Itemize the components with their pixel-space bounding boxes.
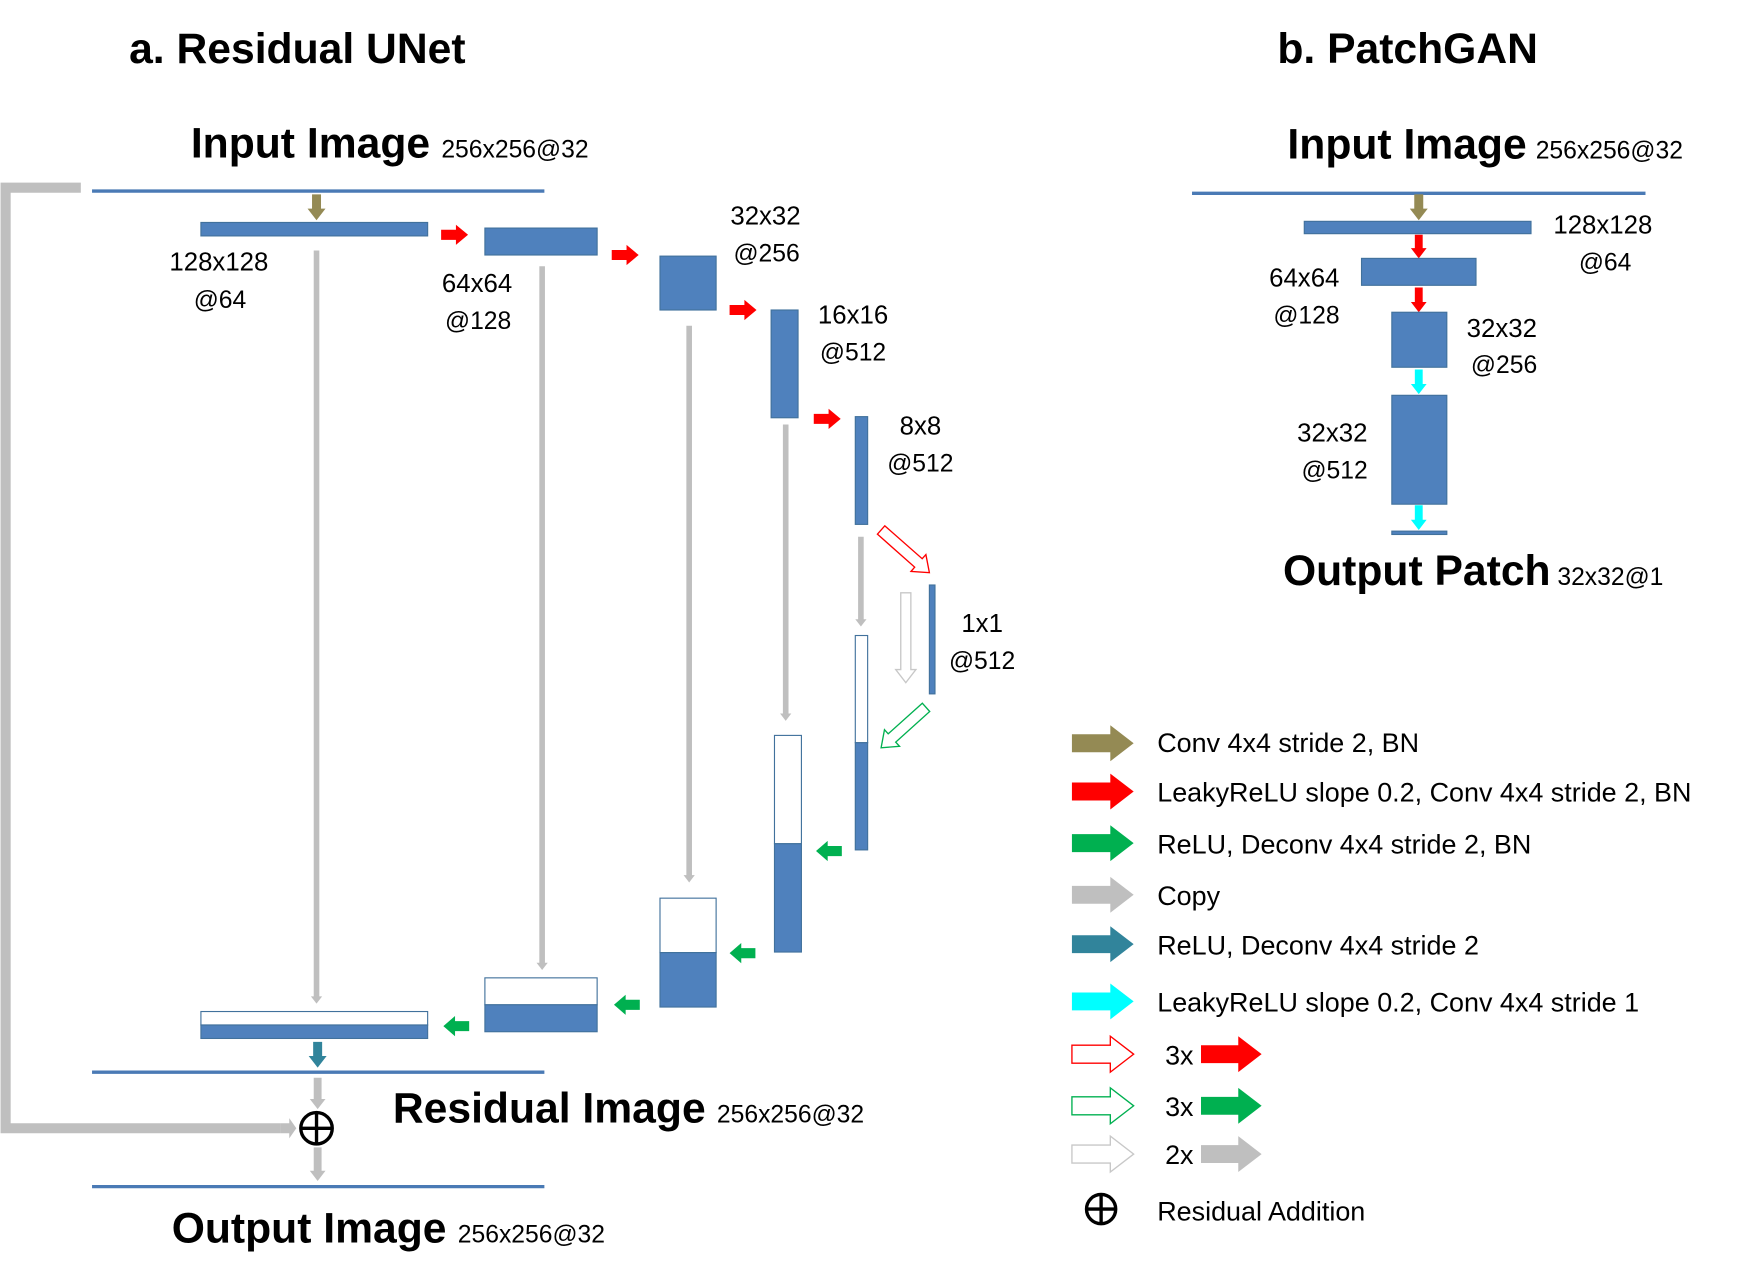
legend-label: 3x (1165, 1092, 1194, 1122)
repeat-copy-outline-arrow (894, 592, 918, 684)
enc2-channels: @128 (445, 308, 511, 335)
enc3-block (659, 255, 717, 311)
leaky-conv-arrow (441, 224, 469, 245)
leaky-conv-stride1-arrow (1410, 369, 1427, 395)
dec5-block-deconv-half (854, 742, 869, 851)
pg4-block (1391, 394, 1448, 505)
copy-arrow (536, 266, 548, 970)
enc6-channels: @512 (949, 648, 1015, 675)
dec4-block-deconv-half (773, 843, 802, 953)
enc4-block (770, 309, 799, 419)
legend-arrow-2 (1071, 825, 1134, 862)
legend-label: Residual Addition (1157, 1196, 1365, 1226)
leaky-conv-arrow (729, 299, 757, 321)
legend-label: Copy (1157, 881, 1220, 911)
copy-arrow (780, 424, 792, 721)
deconv-arrow (729, 943, 756, 964)
legend-filled-arrow-0 (1201, 1036, 1262, 1073)
legend-label: LeakyReLU slope 0.2, Conv 4x4 stride 1 (1157, 988, 1639, 1018)
enc2-block (484, 227, 598, 256)
legend-label: LeakyReLU slope 0.2, Conv 4x4 stride 2, … (1157, 778, 1691, 808)
legend-label: ReLU, Deconv 4x4 stride 2 (1157, 930, 1479, 960)
pg2-block (1360, 257, 1477, 286)
enc5-size: 8x8 (900, 413, 942, 441)
unet-title: a. Residual UNet (129, 25, 465, 73)
dec3-block-copy-half (659, 897, 717, 954)
legend-arrow-3 (1071, 876, 1134, 913)
final-deconv-arrow (308, 1041, 327, 1068)
copy-arrow (310, 250, 323, 1004)
legend-filled-arrow-1 (1201, 1087, 1262, 1124)
legend-label: 3x (1165, 1040, 1194, 1070)
copy-arrow (683, 325, 695, 883)
pg1-channels: @64 (1579, 250, 1632, 277)
legend-arrow-1 (1071, 773, 1134, 810)
patchgan-title: b. PatchGAN (1277, 25, 1538, 73)
enc3-size: 32x32 (730, 203, 800, 231)
enc1-channels: @64 (194, 287, 247, 314)
legend-filled-arrow-2 (1201, 1136, 1262, 1173)
legend-label: 2x (1165, 1140, 1194, 1170)
legend-label: ReLU, Deconv 4x4 stride 2, BN (1157, 829, 1531, 859)
legend-arrow-5 (1071, 983, 1134, 1020)
pg2-size: 64x64 (1269, 264, 1339, 292)
dec2-block-deconv-half (484, 1004, 598, 1033)
unet-output-heading: Output Image 256x256@32 (172, 1205, 605, 1253)
legend: Conv 4x4 stride 2, BN LeakyReLU slope 0.… (1157, 728, 1691, 1226)
dec1-block-copy-half (200, 1010, 429, 1026)
copy-arrow (309, 1077, 326, 1110)
conv-arrow (1409, 194, 1428, 221)
deconv-arrow (613, 994, 640, 1015)
residual-skip-arrowhead (280, 1118, 297, 1139)
residual-skip-path (0, 182, 281, 1134)
legend-outline-arrow-2 (1071, 1134, 1135, 1174)
legend-outline-arrow-1 (1071, 1086, 1135, 1126)
pg-output-block (1391, 530, 1448, 536)
dec2-block-copy-half (484, 977, 598, 1006)
enc6-size: 1x1 (961, 610, 1003, 638)
repeat-deconv-outline-arrow (880, 702, 931, 749)
leaky-conv-arrow (611, 244, 639, 266)
legend-label: Conv 4x4 stride 2, BN (1157, 728, 1419, 758)
conv-arrow (307, 194, 326, 221)
deconv-arrow (816, 840, 842, 862)
pg2-channels: @128 (1273, 302, 1339, 329)
enc2-size: 64x64 (442, 270, 512, 298)
copy-arrow (855, 536, 867, 627)
unet-residual-heading: Residual Image 256x256@32 (393, 1085, 864, 1133)
pg3-size: 32x32 (1467, 315, 1537, 343)
deconv-arrow (443, 1016, 470, 1037)
patchgan-output-heading: Output Patch 32x32@1 (1283, 547, 1663, 595)
repeat-leaky-conv-outline-arrow (876, 524, 931, 574)
legend-arrow-4 (1071, 926, 1134, 963)
leaky-conv-arrow (1410, 234, 1427, 259)
pg3-channels: @256 (1471, 352, 1537, 379)
dec4-block-copy-half (773, 734, 802, 845)
pg4-size: 32x32 (1297, 419, 1367, 447)
pg1-size: 128x128 (1553, 212, 1652, 240)
enc4-size: 16x16 (818, 301, 888, 329)
enc5-channels: @512 (887, 451, 953, 478)
copy-arrow (309, 1147, 326, 1182)
enc1-size: 128x128 (169, 249, 268, 277)
dec3-block-deconv-half (659, 952, 717, 1008)
leaky-conv-arrow (813, 408, 841, 429)
dec1-block-deconv-half (200, 1024, 429, 1040)
dec5-block-copy-half (854, 634, 869, 744)
enc5-block (854, 416, 869, 525)
legend-arrow-0 (1071, 725, 1134, 762)
leaky-conv-arrow (1410, 287, 1427, 313)
enc6-block (928, 584, 936, 695)
enc3-channels: @256 (733, 241, 799, 268)
enc4-channels: @512 (820, 340, 886, 367)
legend-outline-arrow-0 (1071, 1034, 1135, 1074)
enc1-block (200, 221, 429, 237)
patchgan-input-heading: Input Image 256x256@32 (1287, 120, 1683, 168)
pg4-channels: @512 (1301, 457, 1367, 484)
unet-input-heading: Input Image 256x256@32 (191, 119, 589, 167)
pg3-block (1391, 311, 1448, 368)
leaky-conv-stride1-arrow (1410, 505, 1427, 531)
pg1-block (1303, 220, 1532, 235)
